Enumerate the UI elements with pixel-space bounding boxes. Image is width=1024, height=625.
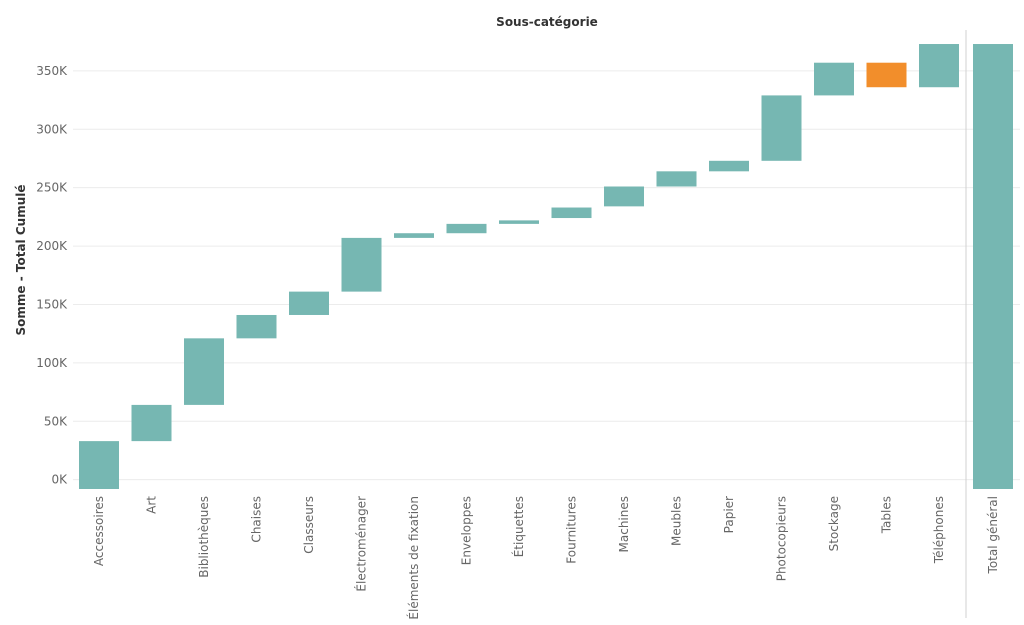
x-category-label: Classeurs [302, 496, 316, 554]
total-category-label: Total général [986, 496, 1000, 574]
y-tick-label: 300K [36, 122, 68, 136]
y-tick-label: 0K [51, 473, 68, 487]
x-category-label: Chaises [250, 496, 264, 543]
x-category-label: Téléphones [932, 496, 946, 564]
x-category-label: Étiquettes [511, 496, 526, 557]
x-category-label: Art [145, 496, 159, 514]
waterfall-bar[interactable] [604, 186, 644, 207]
waterfall-bar[interactable] [289, 291, 329, 315]
waterfall-bar[interactable] [814, 62, 854, 96]
waterfall-bar[interactable] [709, 160, 749, 172]
waterfall-bar[interactable] [551, 207, 592, 219]
y-tick-label: 250K [36, 181, 68, 195]
y-axis-ticks: 0K 50K 100K 150K 200K 250K 300K 350K [36, 64, 68, 487]
x-category-label: Accessoires [92, 496, 106, 566]
x-category-label: Éléments de fixation [406, 496, 421, 620]
waterfall-bar[interactable] [131, 404, 172, 442]
x-category-label: Stockage [827, 496, 841, 551]
waterfall-bar[interactable] [656, 171, 697, 187]
x-category-label: Électroménager [354, 496, 369, 592]
y-tick-label: 100K [36, 356, 68, 370]
waterfall-bar[interactable] [79, 441, 119, 489]
x-category-label: Papier [722, 496, 736, 533]
waterfall-bar[interactable] [446, 223, 487, 234]
waterfall-bar[interactable] [341, 237, 382, 292]
waterfall-bar[interactable] [499, 220, 539, 224]
x-category-label: Enveloppes [460, 496, 474, 565]
waterfall-bar[interactable] [236, 314, 277, 339]
waterfall-bar[interactable] [761, 95, 802, 161]
x-category-label: Tables [880, 496, 894, 534]
y-axis-label: Somme - Total Cumulé [14, 185, 28, 336]
waterfall-bar[interactable] [919, 44, 959, 88]
x-category-label: Machines [617, 496, 631, 552]
y-tick-label: 200K [36, 239, 68, 253]
y-tick-label: 50K [44, 414, 68, 428]
chart-title: Sous-catégorie [496, 15, 598, 29]
waterfall-bar[interactable] [866, 62, 907, 88]
y-tick-label: 350K [36, 64, 68, 78]
x-axis-categories: Accessoires Art Bibliothèques Chaises Classe… [92, 496, 1000, 620]
total-bar[interactable] [973, 44, 1013, 490]
y-tick-label: 150K [36, 297, 68, 311]
x-category-label: Fournitures [565, 496, 579, 564]
bars [79, 44, 1013, 490]
waterfall-bar[interactable] [184, 338, 224, 405]
x-category-label: Photocopieurs [775, 496, 789, 581]
x-category-label: Bibliothèques [197, 496, 211, 578]
gridlines [73, 30, 1020, 618]
waterfall-bar[interactable] [394, 233, 434, 238]
x-category-label: Meubles [670, 496, 684, 546]
